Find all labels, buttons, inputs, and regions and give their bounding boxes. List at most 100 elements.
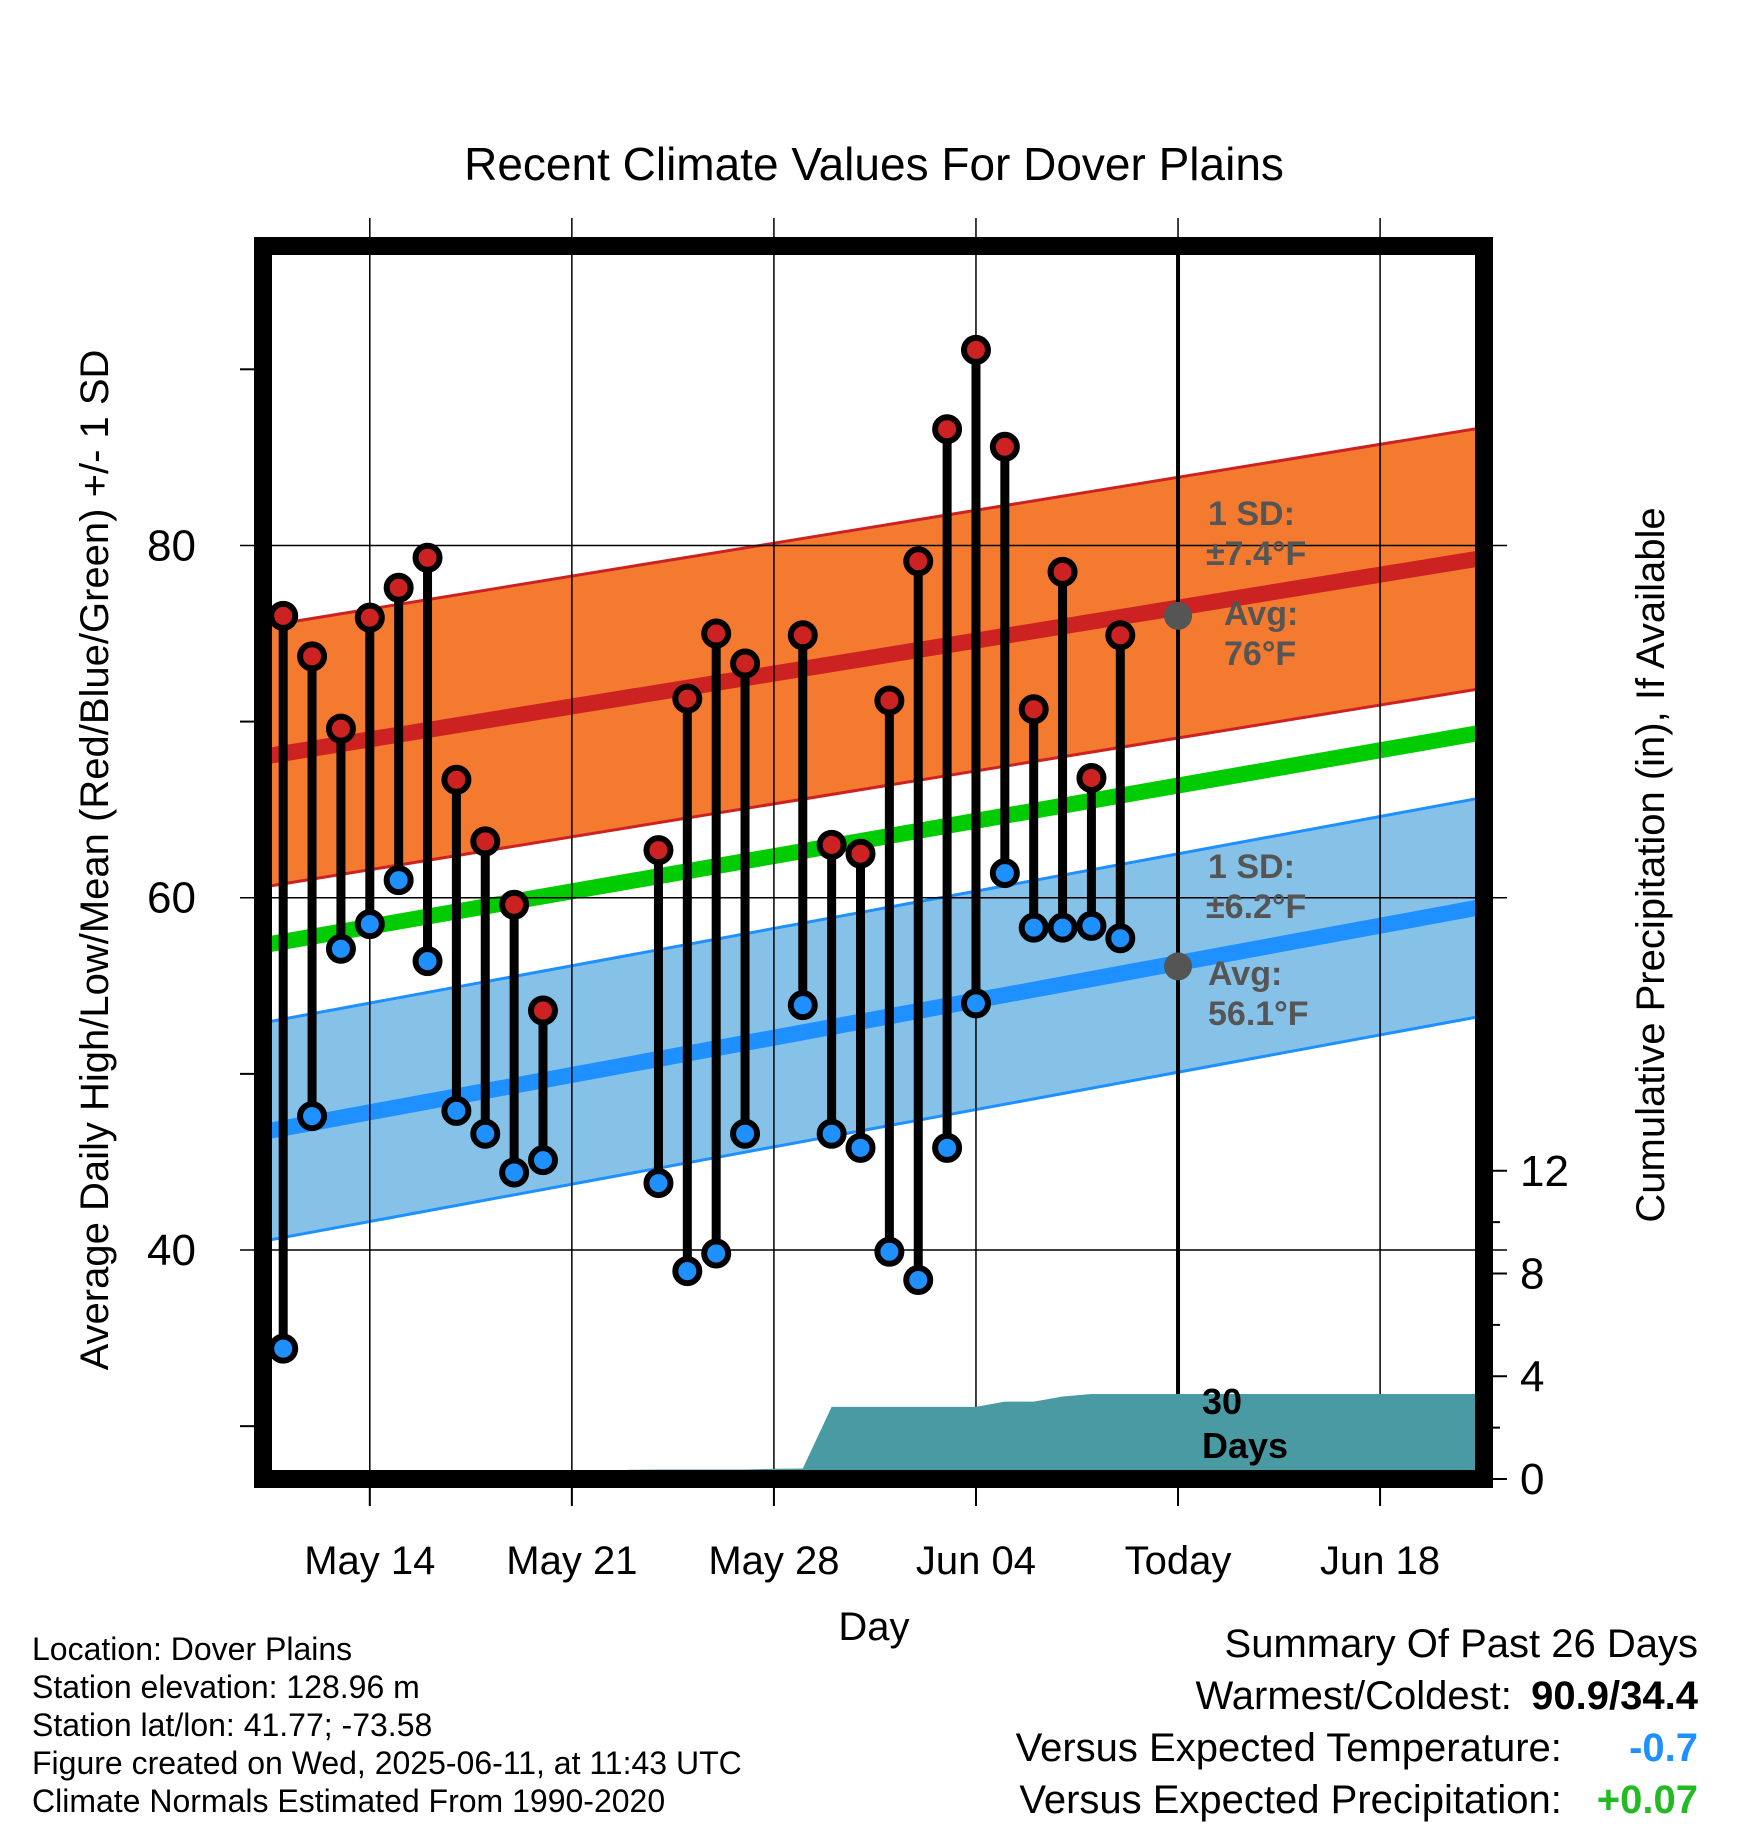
high-point (1018, 694, 1049, 725)
low-point (643, 1168, 674, 1199)
y-left-tick-label: 40 (147, 1226, 196, 1275)
low-point (527, 1145, 558, 1176)
y-right-tick-label: 12 (1520, 1147, 1569, 1196)
precipitation-area (283, 1393, 1484, 1479)
low-point (297, 1101, 328, 1132)
avg-high-marker (1164, 601, 1193, 630)
x-tick-label: May 28 (708, 1539, 839, 1583)
high-point (441, 764, 472, 795)
low-point (470, 1118, 501, 1149)
high-sd-band-lower-edge (262, 686, 1485, 889)
footer-location: Location: Dover Plains (32, 1631, 353, 1667)
low-point (499, 1157, 530, 1188)
low-point (903, 1264, 934, 1295)
summary-precip-value: +0.07 (1596, 1778, 1698, 1822)
high-avg-value: 76°F (1224, 635, 1296, 673)
x-tick-label: May 21 (506, 1539, 637, 1583)
high-point (470, 826, 501, 857)
high-point (499, 889, 530, 920)
high-point (1076, 762, 1107, 793)
high-sd-value: ±7.4°F (1206, 535, 1306, 573)
high-point (874, 685, 905, 716)
low-point (354, 909, 385, 940)
high-point (845, 838, 876, 869)
axis-ticks: May 14 May 21 May 28 Jun 04 Today Jun 1840608… (147, 368, 1569, 1583)
summary-warmest-label: Warmest/Coldest: (1195, 1674, 1512, 1718)
high-point (268, 600, 299, 631)
high-sd-band-upper-edge (262, 425, 1485, 628)
high-point (787, 620, 818, 651)
low-sd-label: 1 SD: (1208, 848, 1295, 886)
high-point (701, 618, 732, 649)
summary-precip-label: Versus Expected Precipitation: (1019, 1778, 1562, 1822)
high-point (816, 829, 847, 860)
chart-title: Recent Climate Values For Dover Plains (464, 138, 1284, 190)
low-point (845, 1132, 876, 1163)
high-point (730, 648, 761, 679)
high-point (960, 334, 991, 365)
footer-normals: Climate Normals Estimated From 1990-2020 (32, 1783, 666, 1819)
y-right-tick-label: 8 (1520, 1250, 1544, 1299)
high-point (412, 542, 443, 573)
low-point (932, 1132, 963, 1163)
low-point (989, 858, 1020, 889)
daily-range-bars (268, 334, 1136, 1364)
window-days-label: Days (1202, 1425, 1288, 1466)
summary-title: Summary Of Past 26 Days (1224, 1622, 1698, 1666)
y-right-tick-label: 0 (1520, 1455, 1544, 1504)
low-point (787, 990, 818, 1021)
low-avg-value: 56.1°F (1208, 995, 1309, 1033)
x-axis-label: Day (838, 1605, 909, 1649)
high-point (354, 602, 385, 633)
low-point (268, 1333, 299, 1364)
footer-latlon: Station lat/lon: 41.77; -73.58 (32, 1707, 433, 1743)
normal-high-line (261, 549, 1486, 765)
summary-temp-label: Versus Expected Temperature: (1015, 1726, 1562, 1770)
window-days-number: 30 (1202, 1381, 1242, 1422)
low-sd-band-upper-edge (262, 795, 1485, 1025)
high-point (643, 835, 674, 866)
low-point (1047, 912, 1078, 943)
summary-temp-value: -0.7 (1629, 1726, 1698, 1770)
low-point (412, 946, 443, 977)
y-right-tick-label: 4 (1520, 1352, 1544, 1401)
low-point (730, 1118, 761, 1149)
x-tick-label: Jun 18 (1320, 1539, 1440, 1583)
high-avg-label: Avg: (1224, 595, 1298, 633)
high-point (932, 414, 963, 445)
low-sd-band-lower-edge (262, 1014, 1485, 1243)
high-point (527, 995, 558, 1026)
y-left-tick-label: 80 (147, 521, 196, 570)
x-tick-label: May 14 (304, 1539, 435, 1583)
high-point (1105, 620, 1136, 651)
high-point (383, 572, 414, 603)
x-tick-label: Jun 04 (916, 1539, 1036, 1583)
summary-panel: Summary Of Past 26 Days Warmest/Coldest:… (1016, 1620, 1698, 1824)
low-point (1076, 910, 1107, 941)
low-point (1018, 912, 1049, 943)
high-sd-label: 1 SD: (1208, 495, 1295, 533)
footer-created: Figure created on Wed, 2025-06-11, at 11… (32, 1745, 742, 1781)
normal-low-line (261, 898, 1486, 1140)
high-point (297, 641, 328, 672)
normal-mean-line (261, 724, 1486, 954)
y-axis-left-label: Average Daily High/Low/Mean (Red/Blue/Gr… (73, 350, 117, 1371)
high-point (1047, 556, 1078, 587)
low-point (672, 1256, 703, 1287)
low-point (1105, 923, 1136, 954)
plot-frame (254, 237, 1493, 1488)
x-tick-label: Today (1125, 1539, 1232, 1583)
low-point (441, 1095, 472, 1126)
low-point (874, 1236, 905, 1267)
high-point (989, 431, 1020, 462)
summary-warmest-value: 90.9/34.4 (1531, 1674, 1698, 1718)
high-point (672, 683, 703, 714)
y-axis-right-label: Cumulative Precipitation (in), If Availa… (1629, 507, 1673, 1222)
low-point (701, 1238, 732, 1269)
low-point (816, 1118, 847, 1149)
precip-area (283, 1393, 1484, 1479)
high-point (903, 546, 934, 577)
low-point (383, 865, 414, 896)
